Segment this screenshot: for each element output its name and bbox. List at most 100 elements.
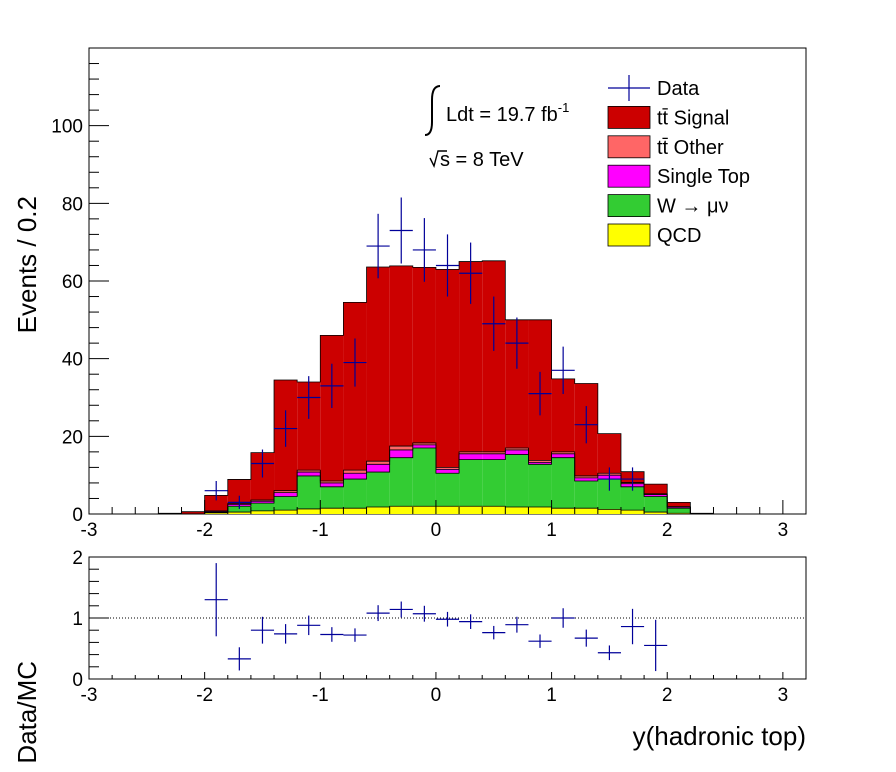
legend-entry: W → μν [607,194,729,218]
bar-segment [320,480,344,483]
bar-segment [459,506,483,514]
bar-segment [435,473,460,507]
ratio-point [343,628,367,642]
legend-label: Data [657,78,700,100]
bar-segment [366,507,390,514]
luminosity-text: Ldt = 19.7 fb [446,104,558,126]
bar-segment [505,447,529,450]
ratio-point [204,563,228,637]
ratio-y-tick-label: 2 [72,548,83,569]
bar-segment [297,472,321,476]
bar-segment [574,475,598,478]
stack-outline [158,442,714,515]
bar-segment [274,492,298,497]
bar-segment [366,267,390,462]
ratio-point [274,624,298,644]
bar-segment [250,500,275,502]
bar-segment [366,464,390,473]
bar-segment [343,508,367,514]
y-tick-label: 100 [51,117,83,138]
bar-segment [482,453,506,460]
bar-segment [227,479,251,504]
bar-segment [667,502,691,507]
ratio-y-axis-title: Data/MC [12,661,42,764]
bar-segment [597,433,621,474]
bar-segment [343,479,367,509]
legend-swatch [607,106,651,129]
ratio-x-tick-label: 0 [431,685,442,706]
bar-segment [551,451,575,454]
bar-segment [320,486,344,509]
ratio-points [204,563,668,672]
bar-segment [667,507,691,509]
data-point [412,218,436,282]
x-tick-label: -2 [196,520,213,541]
bar-segment [551,457,575,509]
bar-segment [227,506,251,513]
series-qcd [204,506,691,514]
x-tick-label: -1 [312,520,329,541]
ratio-point [297,615,321,636]
bar-segment [297,508,321,514]
bar-segment [274,496,298,511]
ratio-point [505,616,529,633]
bar-segment [204,512,228,514]
bar-segment [551,508,575,514]
bar-segment [412,267,436,443]
bar-segment [459,459,483,507]
x-tick-label: -3 [81,520,98,541]
bar-segment [574,480,598,509]
ratio-point [459,614,483,629]
bar-segment [320,482,344,487]
integral-sign [424,85,441,136]
bar-segment [644,494,668,497]
bar-segment [274,490,298,493]
bar-segment [459,451,483,454]
legend-label: Single Top [657,166,750,188]
ratio-point [366,605,390,622]
sqrt-sign [429,150,447,168]
bar-segment [528,507,552,514]
bar-segment [482,459,506,507]
bar-segment [412,444,436,448]
bar-segment [644,484,668,494]
bar-segment [551,378,575,452]
ratio-point [227,647,251,671]
bar-segment [505,449,529,455]
bar-segment [482,260,506,452]
data-point [435,234,460,297]
bar-segment [528,464,552,508]
axes: -3 -3 -2 -2 -1 -1 0 0 1 1 2 2 3 3 0 20 40 60 80 100 0 1 2 [51,63,807,706]
bar-segment [482,506,506,514]
ratio-x-tick-label: 3 [778,685,789,706]
data-point [204,480,228,501]
energy-label: s = 8 TeV [440,149,524,171]
bar-segment [644,496,668,513]
stacked-histogram [158,260,714,515]
series-w- [204,447,691,514]
legend-swatch [607,223,651,247]
bar-segment [389,446,413,450]
bar-segment [389,506,413,514]
ratio-point [250,616,275,644]
bar-segment [644,512,668,514]
bar-segment [505,507,529,514]
bar-segment [412,506,436,514]
legend-entry: Single Top [607,164,750,188]
bar-segment [435,506,460,514]
bar-segment [528,462,552,465]
ratio-point [320,627,344,642]
legend-label: QCD [657,225,701,247]
bar-segment [297,475,321,509]
ratio-point [482,625,506,640]
legend-label: tt̄ Other [657,136,724,158]
bar-segment [366,472,390,508]
data-point [528,371,552,416]
ratio-x-tick-label: 2 [662,685,673,706]
legend: Data tt̄ Signal tt̄ Other Single Top W → μν Q… [607,75,750,247]
bar-segment [574,508,598,514]
x-tick-label: 3 [778,520,789,541]
bar-segment [667,508,691,514]
bar-segment [204,495,228,511]
